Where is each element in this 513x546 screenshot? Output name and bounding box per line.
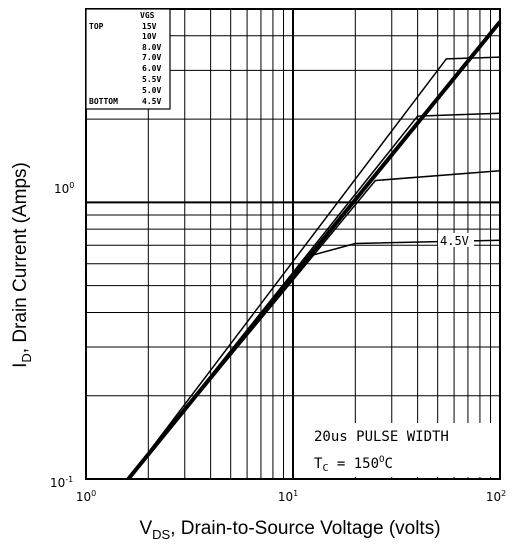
- legend-value: 7.0V: [142, 53, 161, 62]
- series-line: [127, 239, 501, 480]
- tc-value: = 150: [328, 456, 379, 472]
- y-tick-label: 100: [54, 181, 74, 196]
- legend-tag-bottom: BOTTOM: [89, 97, 118, 106]
- y-axis-title: ID, Drain Current (Amps): [10, 162, 34, 368]
- legend-tag-top: TOP: [89, 22, 104, 31]
- pulse-width-note: 20us PULSE WIDTH: [314, 429, 449, 445]
- curve-label: 4.5V: [440, 234, 469, 248]
- series-line: [127, 170, 501, 480]
- legend: VGS TOP 15V 10V 8.0V 7.0V 6.0V 5.5V 5.0V…: [85, 8, 171, 110]
- legend-value: 15V: [142, 22, 157, 31]
- curve-label-bg: [438, 233, 474, 247]
- legend-value: 10V: [142, 32, 157, 41]
- legend-value: 4.5V: [142, 97, 161, 106]
- legend-value: 5.5V: [142, 75, 161, 84]
- tc-main: T: [314, 456, 323, 472]
- x-tick-label: 101: [278, 489, 298, 504]
- tc-unit: C: [384, 456, 392, 472]
- legend-box: [85, 8, 171, 110]
- legend-value: 6.0V: [142, 64, 161, 73]
- legend-header: VGS: [140, 11, 155, 20]
- legend-value: 8.0V: [142, 43, 161, 52]
- x-tick-label: 102: [486, 489, 506, 504]
- legend-value: 5.0V: [142, 86, 161, 95]
- tc-sup: O: [379, 455, 384, 465]
- annotation-bg: [310, 423, 494, 477]
- tc-note: TC = 150OC: [314, 455, 393, 474]
- x-tick-label: 100: [76, 489, 96, 504]
- y-tick-label: 10-1: [50, 475, 73, 490]
- series-line: [127, 112, 501, 480]
- tc-sub: C: [322, 463, 328, 474]
- series-line: [127, 56, 501, 480]
- series-group: [126, 20, 502, 481]
- plot-frame: [85, 8, 501, 480]
- x-axis-title: VDS, Drain-to-Source Voltage (volts): [139, 518, 440, 542]
